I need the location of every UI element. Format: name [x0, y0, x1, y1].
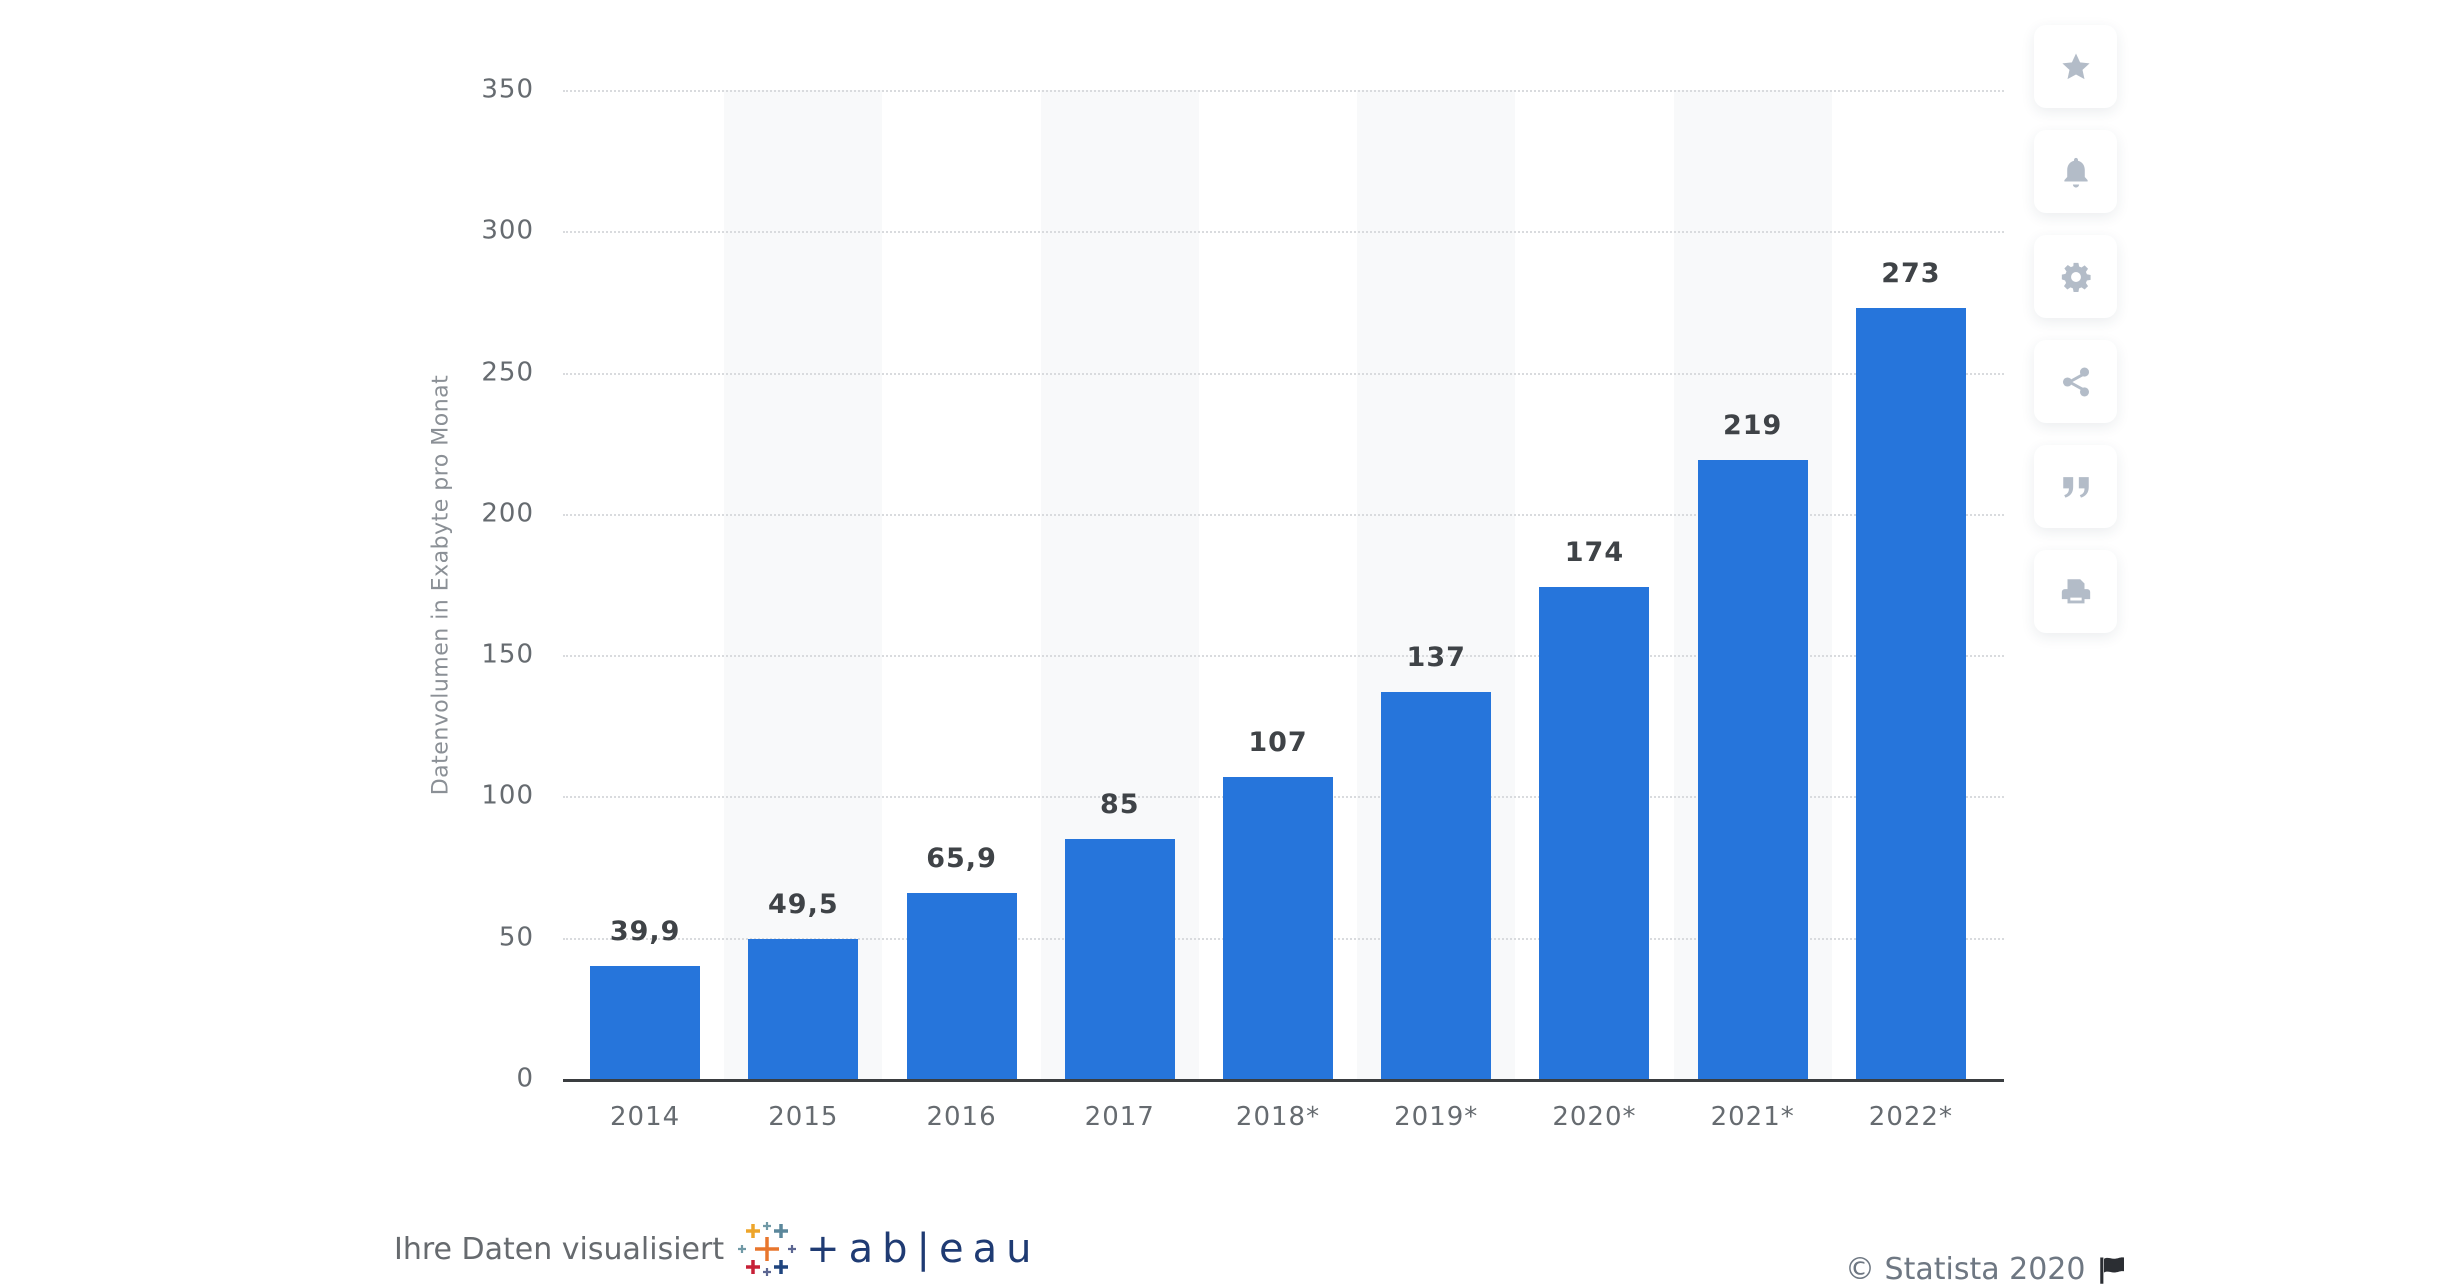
- bar-2020[interactable]: [1539, 587, 1650, 1079]
- value-label: 137: [1406, 641, 1466, 673]
- x-axis-line: [563, 1079, 2004, 1082]
- y-tick-label: 350: [481, 74, 534, 105]
- chart-plot-area: 0 50 100 150 200 250 300 350 39,9 2014 49,5 2015 65,…: [481, 74, 2004, 1132]
- copyright-text: © Statista 2020: [1845, 1252, 2086, 1287]
- x-tick-label: 2019*: [1394, 1102, 1479, 1132]
- y-tick-label: 300: [481, 215, 534, 246]
- y-tick-label: 100: [481, 780, 534, 811]
- visualized-text: Ihre Daten visualisiert: [394, 1231, 725, 1267]
- value-label: 39,9: [609, 916, 681, 948]
- favorite-button[interactable]: [2034, 25, 2117, 108]
- gridline: [563, 372, 2004, 375]
- value-label: 219: [1722, 410, 1783, 442]
- bar-2018[interactable]: [1223, 776, 1333, 1079]
- x-tick-label: 2021*: [1710, 1102, 1795, 1132]
- quote-icon: [2062, 476, 2089, 498]
- settings-button[interactable]: [2034, 235, 2117, 318]
- bar-2014[interactable]: [590, 966, 701, 1079]
- column-band: [724, 90, 883, 1079]
- gridline: [563, 90, 2004, 92]
- value-label: 85: [1099, 788, 1140, 820]
- value-label: 174: [1564, 537, 1625, 569]
- y-tick-label: 150: [481, 639, 534, 670]
- x-tick-label: 2017: [1084, 1102, 1155, 1132]
- bar-2016[interactable]: [906, 892, 1017, 1079]
- gridline: [563, 513, 2004, 516]
- value-label: 107: [1248, 726, 1308, 758]
- y-tick-label: 250: [481, 356, 534, 387]
- x-tick-label: 2015: [768, 1102, 839, 1132]
- y-axis-title: Datenvolumen in Exabyte pro Monat: [428, 374, 454, 796]
- print-icon: [2061, 578, 2090, 603]
- bell-icon: [2063, 157, 2088, 188]
- x-tick-label: 2014: [610, 1102, 681, 1132]
- bar-2019[interactable]: [1381, 691, 1492, 1079]
- x-tick-label: 2016: [926, 1102, 997, 1132]
- chart-toolbar: [2034, 25, 2117, 655]
- value-label: 49,5: [768, 889, 839, 921]
- tableau-promo[interactable]: Ihre Daten visualisiert +ab|eau: [394, 1220, 1040, 1278]
- gear-icon: [2061, 262, 2091, 292]
- y-tick-label: 200: [481, 498, 534, 529]
- bar-2017[interactable]: [1064, 838, 1175, 1079]
- gridline: [563, 655, 2004, 658]
- x-tick-label: 2018*: [1235, 1102, 1321, 1132]
- share-button[interactable]: [2034, 340, 2117, 423]
- print-button[interactable]: [2034, 550, 2117, 633]
- tableau-wordmark: +ab|eau: [806, 1226, 1041, 1272]
- gridline: [563, 231, 2004, 234]
- bar-2022[interactable]: [1855, 307, 1966, 1079]
- value-label: 65,9: [926, 842, 997, 874]
- x-tick-label: 2020*: [1552, 1102, 1637, 1132]
- share-icon: [2062, 367, 2089, 396]
- bar-2015[interactable]: [748, 939, 859, 1079]
- y-tick-label: 0: [516, 1063, 534, 1094]
- cite-button[interactable]: [2034, 445, 2117, 528]
- y-tick-label: 50: [498, 922, 534, 953]
- value-label: 273: [1881, 257, 1941, 289]
- statista-credit: © Statista 2020: [1845, 1252, 2129, 1287]
- star-icon: [2061, 53, 2090, 79]
- x-tick-label: 2022*: [1868, 1102, 1953, 1132]
- tableau-logo: +ab|eau: [738, 1220, 1040, 1278]
- bar-2021[interactable]: [1697, 460, 1808, 1079]
- flag-icon[interactable]: [2099, 1256, 2129, 1284]
- notification-button[interactable]: [2034, 130, 2117, 213]
- tableau-crosses-icon: [738, 1222, 797, 1276]
